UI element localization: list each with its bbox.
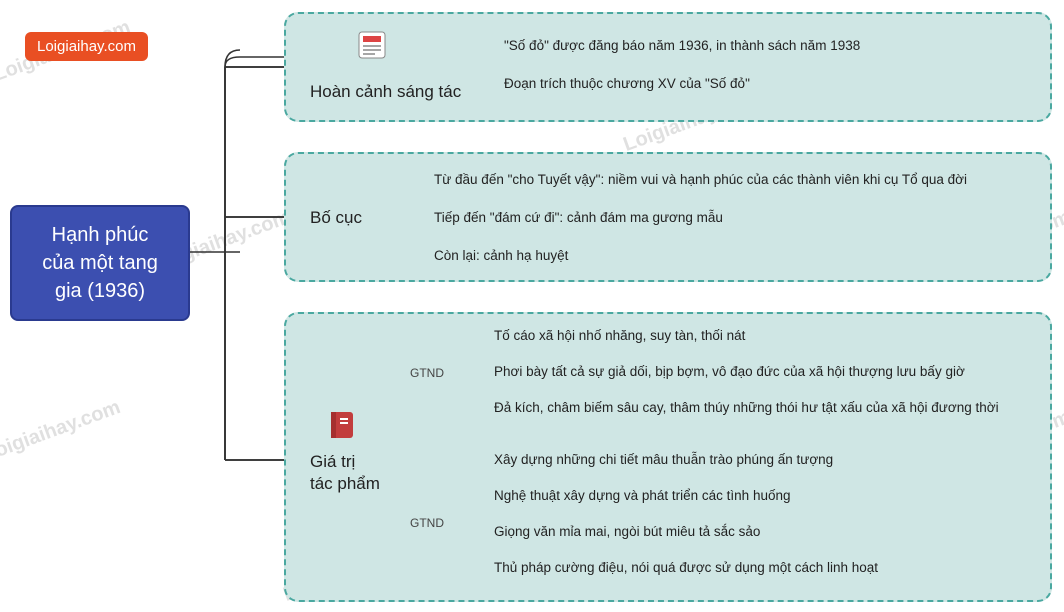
p3-g2-3: Thủ pháp cường điệu, nói quá được sử dụn… [494, 560, 878, 575]
p3-g2-0: Xây dựng những chi tiết mâu thuẫn trào p… [494, 452, 833, 467]
panel3-title-l2: tác phẩm [310, 474, 380, 494]
p1-item-0: "Số đỏ" được đăng báo năm 1936, in thành… [504, 38, 860, 53]
p3-g1-1: Phơi bày tất cả sự giả dối, bịp bợm, vô … [494, 364, 965, 379]
p3-g2-2: Giọng văn mỉa mai, ngòi bút miêu tả sắc … [494, 524, 760, 539]
p3-g1-0: Tố cáo xã hội nhố nhăng, suy tàn, thối n… [494, 328, 745, 343]
panel1-title: Hoàn cảnh sáng tác [310, 82, 461, 102]
root-node: Hạnh phúc của một tang gia (1936) [10, 205, 190, 321]
root-line2: của một tang [22, 249, 178, 277]
root-line1: Hạnh phúc [22, 221, 178, 249]
brand-tag: Loigiaihay.com [25, 32, 148, 61]
p3-sub1: GTND [410, 366, 444, 380]
book-icon [325, 408, 359, 442]
p2-item-1: Tiếp đến "đám cứ đi": cảnh đám ma gương … [434, 210, 723, 225]
p2-item-2: Còn lại: cảnh hạ huyệt [434, 248, 568, 263]
panel2-title: Bố cục [310, 208, 362, 228]
p3-g1-2: Đả kích, châm biếm sâu cay, thâm thúy nh… [494, 400, 999, 415]
root-line3: gia (1936) [22, 277, 178, 305]
panel-hoan-canh [284, 12, 1052, 122]
p1-item-1: Đoạn trích thuộc chương XV của "Số đỏ" [504, 76, 750, 91]
p3-g2-1: Nghệ thuật xây dựng và phát triển các tì… [494, 488, 791, 503]
p3-sub2: GTND [410, 516, 444, 530]
watermark: Loigiaihay.com [0, 396, 124, 467]
newspaper-icon [355, 28, 389, 62]
panel3-title-l1: Giá trị [310, 452, 355, 472]
p2-item-0: Từ đầu đến "cho Tuyết vậy": niềm vui và … [434, 172, 967, 187]
